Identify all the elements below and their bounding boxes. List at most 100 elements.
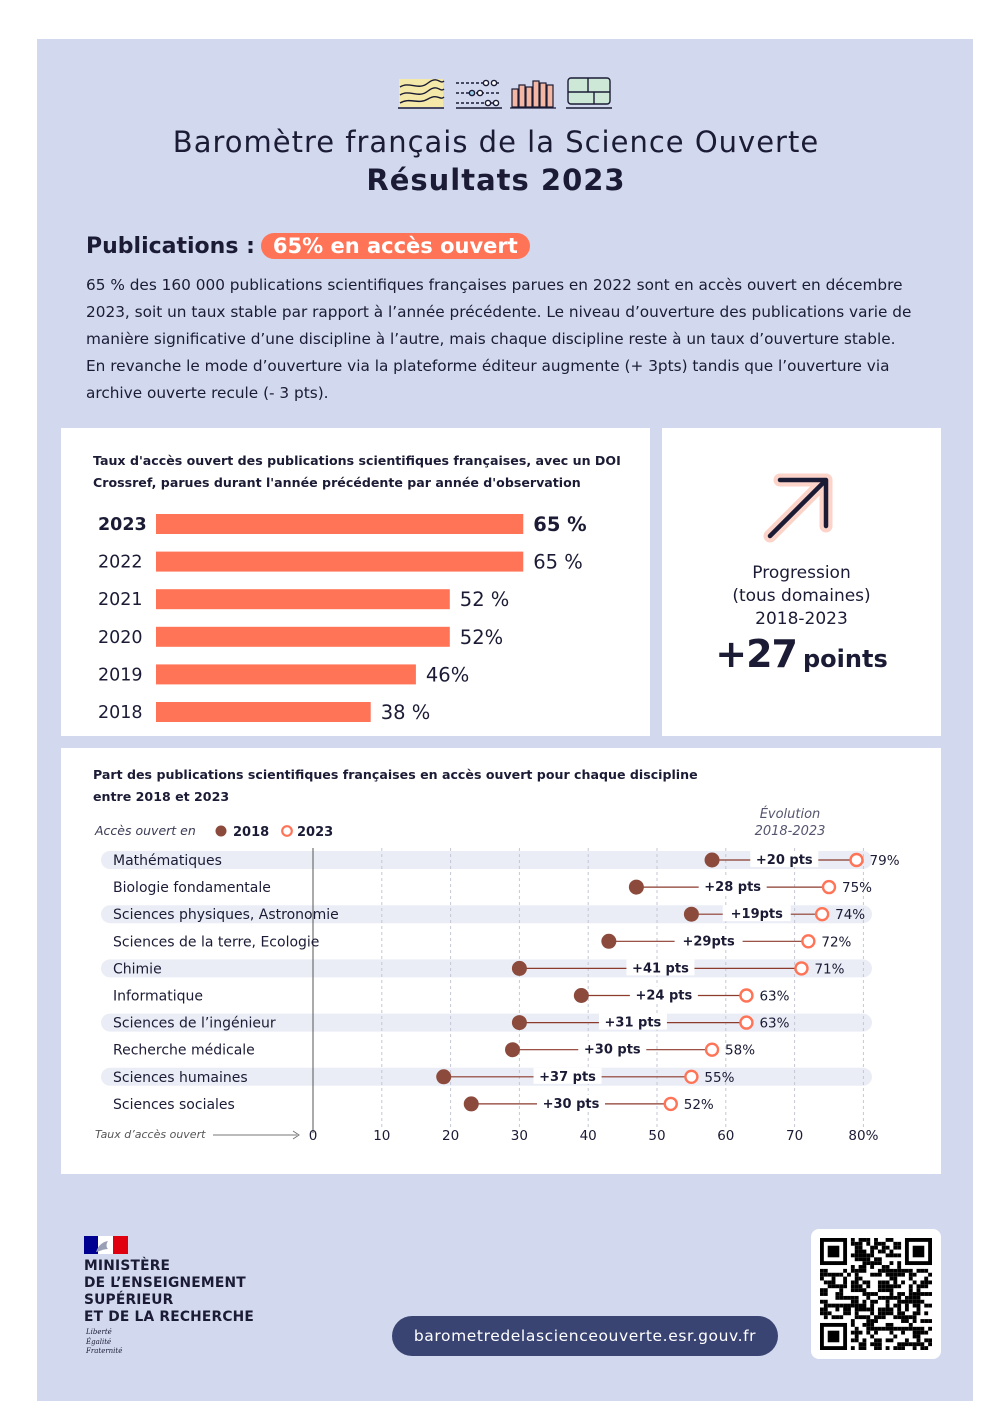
website-link[interactable]: barometredelascienceouverte.esr.gouv.fr <box>392 1316 778 1356</box>
evolution-label: +19pts <box>731 907 784 922</box>
evolution-label: +31 pts <box>605 1016 662 1031</box>
page-title: Baromètre français de la Science Ouverte <box>172 125 820 159</box>
discipline-label: Sciences physiques, Astronomie <box>113 907 339 923</box>
republic-motto: Liberté Égalité Fraternité <box>86 1328 122 1357</box>
x-tick-label: 60 <box>717 1128 734 1144</box>
point-2023 <box>739 988 754 1003</box>
progression-label-line2: (tous domaines) <box>732 586 871 606</box>
x-tick-label: 80% <box>848 1128 878 1144</box>
x-axis-label: Taux d’accès ouvert <box>95 1128 206 1141</box>
evolution-label: +28 pts <box>704 880 761 895</box>
value-label-2023: 72% <box>821 934 851 950</box>
discipline-label: Sciences sociales <box>113 1097 235 1113</box>
point-2018 <box>628 879 644 895</box>
row-stripe <box>101 851 872 869</box>
progression-unit: points <box>802 645 888 673</box>
bar-category-label: 2023 <box>98 515 147 535</box>
data-grid-icon <box>566 77 612 109</box>
bar <box>156 551 524 572</box>
open-access-highlight-badge: 65% en accès ouvert <box>260 233 530 259</box>
x-axis-arrow-head <box>292 1130 300 1140</box>
bar-value-label: 65 % <box>533 513 586 536</box>
point-2023 <box>663 1096 678 1112</box>
x-tick-label: 40 <box>580 1128 597 1144</box>
point-2023 <box>739 1015 754 1030</box>
discipline-label: Sciences de la terre, Ecologie <box>113 934 319 950</box>
bar <box>156 664 416 685</box>
publications-label: Publications : <box>86 233 255 259</box>
bar-value-label: 46% <box>426 663 469 686</box>
bar-value-label: 38 % <box>381 701 431 724</box>
x-tick-label: 70 <box>786 1128 803 1144</box>
publications-paragraph: 65 % des 160 000 publications scientifiq… <box>86 276 912 402</box>
bar-category-label: 2021 <box>98 590 143 610</box>
bar-chart-card: Taux d'accès ouvert des publications sci… <box>61 428 650 736</box>
evolution-label-bg <box>629 986 698 1003</box>
progression-label: Progression (tous domaines) 2018-2023 <box>662 562 941 631</box>
value-label-2023: 55% <box>704 1070 734 1086</box>
legend-prefix: Accès ouvert en <box>94 823 196 838</box>
point-2023 <box>801 934 816 949</box>
progression-label-line1: Progression <box>752 563 851 583</box>
software-icon <box>456 79 502 109</box>
point-2018 <box>505 1042 521 1058</box>
motto-line: Liberté <box>86 1328 112 1336</box>
bar-category-label: 2020 <box>98 628 143 648</box>
evolution-label-bg <box>537 1094 605 1111</box>
evolution-label: +30 pts <box>543 1097 600 1112</box>
evolution-label: +20 pts <box>756 853 813 868</box>
point-2023 <box>849 852 864 868</box>
trend-up-arrow-icon <box>763 473 833 543</box>
point-2018 <box>511 960 527 976</box>
bar-chart: 2023 65 % 2022 65 % 2021 52 % 2020 52% 2019 46% 20… <box>98 513 587 724</box>
value-label-2023: 52% <box>684 1097 714 1113</box>
evolution-label-bg <box>578 1040 647 1057</box>
evolution-label-bg <box>722 905 791 922</box>
point-2023 <box>814 906 830 922</box>
evolution-label-bg <box>626 959 695 976</box>
discipline-dumbbell-chart: Accès ouvert en 2018 2023 Évolution 2018-202… <box>94 806 900 1144</box>
x-tick-label: 50 <box>648 1128 665 1144</box>
progression-number: +27 <box>715 632 798 676</box>
ministry-name: MINISTÈRE DE L’ENSEIGNEMENT SUPÉRIEUR ET… <box>84 1258 254 1326</box>
discipline-label: Informatique <box>113 989 203 1005</box>
discipline-chart-title: Part des publications scientifiques fran… <box>93 767 698 804</box>
motto-line: Égalité <box>86 1337 112 1346</box>
discipline-label: Sciences humaines <box>113 1070 248 1086</box>
value-label-2023: 71% <box>814 961 844 977</box>
evolution-label: +30 pts <box>584 1043 641 1058</box>
bar <box>156 514 524 534</box>
bar-value-label: 65 % <box>533 551 583 574</box>
evolution-label-bg <box>533 1067 602 1084</box>
ministry-line: DE L’ENSEIGNEMENT <box>84 1275 246 1291</box>
progression-label-line3: 2018-2023 <box>755 609 848 629</box>
discipline-label: Sciences de l’ingénieur <box>113 1016 276 1032</box>
value-label-2023: 79% <box>870 853 900 869</box>
bar-category-label: 2018 <box>98 703 143 723</box>
point-2018 <box>683 906 699 922</box>
point-2018 <box>573 988 589 1003</box>
legend-marker-2018 <box>215 825 227 837</box>
evolution-label: +29pts <box>682 934 735 949</box>
bar <box>156 702 371 722</box>
value-label-2023: 63% <box>759 989 789 1005</box>
bar <box>156 589 450 610</box>
ministry-line: MINISTÈRE <box>84 1258 171 1274</box>
bar-value-label: 52 % <box>460 588 510 611</box>
bar-category-label: 2019 <box>98 665 143 685</box>
marianne-logo-icon <box>84 1236 128 1254</box>
discipline-label: Biologie fondamentale <box>113 880 271 896</box>
evolution-label-bg <box>674 932 743 949</box>
qr-code-icon[interactable] <box>820 1238 932 1350</box>
row-stripe <box>101 905 872 924</box>
point-2018 <box>704 852 720 868</box>
point-2023 <box>794 961 809 976</box>
point-2018 <box>436 1069 452 1085</box>
evolution-label: +41 pts <box>632 961 689 976</box>
bar-category-label: 2022 <box>98 553 143 573</box>
discipline-label: Chimie <box>113 961 162 977</box>
bar-value-label: 52% <box>460 626 503 649</box>
x-tick-label: 20 <box>442 1128 459 1144</box>
evolution-header: 2018-2023 <box>755 824 826 839</box>
value-label-2023: 58% <box>725 1043 755 1059</box>
